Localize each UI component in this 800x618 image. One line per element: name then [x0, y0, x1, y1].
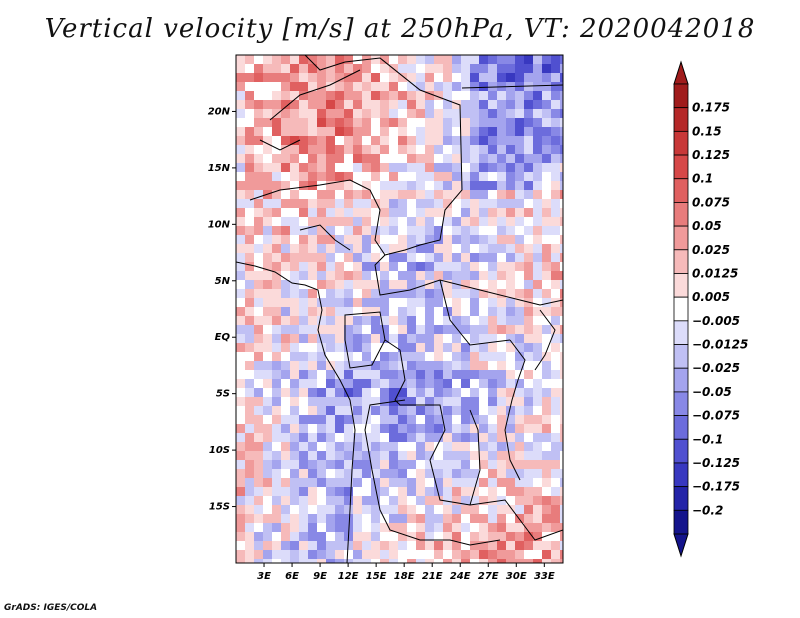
colorbar-label: 0.025: [692, 243, 730, 257]
lon-tick-label: 33E: [534, 571, 555, 582]
colorbar-label: 0.1: [692, 172, 713, 186]
lat-tick-label: 5N: [215, 276, 231, 287]
colorbar-swatch: [673, 130, 689, 156]
colorbar-swatch: [673, 296, 689, 322]
lat-tick-label: 15S: [209, 502, 230, 513]
colorbar: 0.175 0.15 0.125 0.1 0.075 0.05 0.025 0.0125 0.0…: [673, 60, 748, 558]
map-plot: 20N 15N 10N 5N EQ 5S 10S 15S 3E 6E 9E 12E 15E 18E 21E…: [208, 54, 748, 582]
colorbar-swatch: [673, 154, 689, 180]
lat-tick-label: 10S: [209, 445, 230, 456]
colorbar-swatch: [673, 391, 689, 416]
lat-tick-label: 20N: [208, 106, 231, 117]
lat-tick-label: EQ: [215, 332, 231, 343]
colorbar-swatch: [673, 415, 689, 440]
colorbar-label: 0.075: [692, 195, 730, 209]
colorbar-swatch: [673, 178, 689, 203]
lon-tick-label: 12E: [338, 571, 359, 582]
colorbar-label: −0.175: [692, 480, 740, 494]
colorbar-label: −0.0125: [692, 338, 748, 352]
colorbar-swatch: [673, 344, 689, 369]
lon-tick-label: 9E: [313, 571, 327, 582]
colorbar-swatch: [673, 107, 689, 132]
colorbar-swatch: [673, 273, 689, 298]
colorbar-label: 0.05: [692, 219, 722, 233]
longitude-axis: 3E 6E 9E 12E 15E 18E 21E 24E 27E 30E 33E: [257, 563, 555, 582]
lon-tick-label: 3E: [257, 571, 271, 582]
lon-tick-label: 21E: [422, 571, 443, 582]
colorbar-swatch: [673, 249, 689, 274]
colorbar-label: 0.125: [692, 148, 730, 162]
velocity-field: [236, 55, 563, 563]
colorbar-label: 0.0125: [692, 266, 738, 280]
colorbar-swatch: [673, 486, 689, 511]
colorbar-swatch: [673, 367, 689, 393]
colorbar-label: −0.125: [692, 456, 740, 470]
colorbar-label: −0.075: [692, 409, 740, 423]
colorbar-label: −0.05: [692, 385, 732, 399]
colorbar-label: −0.025: [692, 361, 740, 375]
lon-tick-label: 15E: [366, 571, 387, 582]
colorbar-label: −0.005: [692, 314, 740, 328]
colorbar-label: −0.2: [692, 503, 723, 517]
colorbar-swatch: [673, 438, 689, 464]
colorbar-label: 0.15: [692, 124, 722, 138]
lat-tick-label: 5S: [216, 389, 230, 400]
lon-tick-label: 6E: [285, 571, 299, 582]
colorbar-swatch: [673, 225, 689, 251]
latitude-axis: 20N 15N 10N 5N EQ 5S 10S 15S: [208, 106, 236, 513]
map-frame: [235, 54, 564, 564]
lon-tick-label: 30E: [506, 571, 527, 582]
colorbar-label: 0.005: [692, 290, 730, 304]
colorbar-swatch: [673, 83, 689, 109]
lon-tick-label: 18E: [394, 571, 415, 582]
colorbar-label: 0.175: [692, 101, 730, 115]
colorbar-label: −0.1: [692, 432, 723, 446]
colorbar-swatch: [673, 320, 689, 345]
colorbar-swatch: [673, 462, 689, 488]
grads-credit: GrADS: IGES/COLA: [4, 603, 98, 613]
lat-tick-label: 10N: [208, 219, 231, 230]
colorbar-bottom-arrow: [673, 533, 689, 558]
colorbar-swatch: [673, 202, 689, 227]
country-borders: [236, 55, 563, 563]
colorbar-swatch: [673, 509, 689, 535]
lat-tick-label: 15N: [208, 163, 231, 174]
lon-tick-label: 24E: [450, 571, 471, 582]
colorbar-top-arrow: [673, 60, 689, 85]
lon-tick-label: 27E: [478, 571, 499, 582]
plot-title: Vertical velocity [m/s] at 250hPa, VT: 2…: [44, 14, 756, 44]
